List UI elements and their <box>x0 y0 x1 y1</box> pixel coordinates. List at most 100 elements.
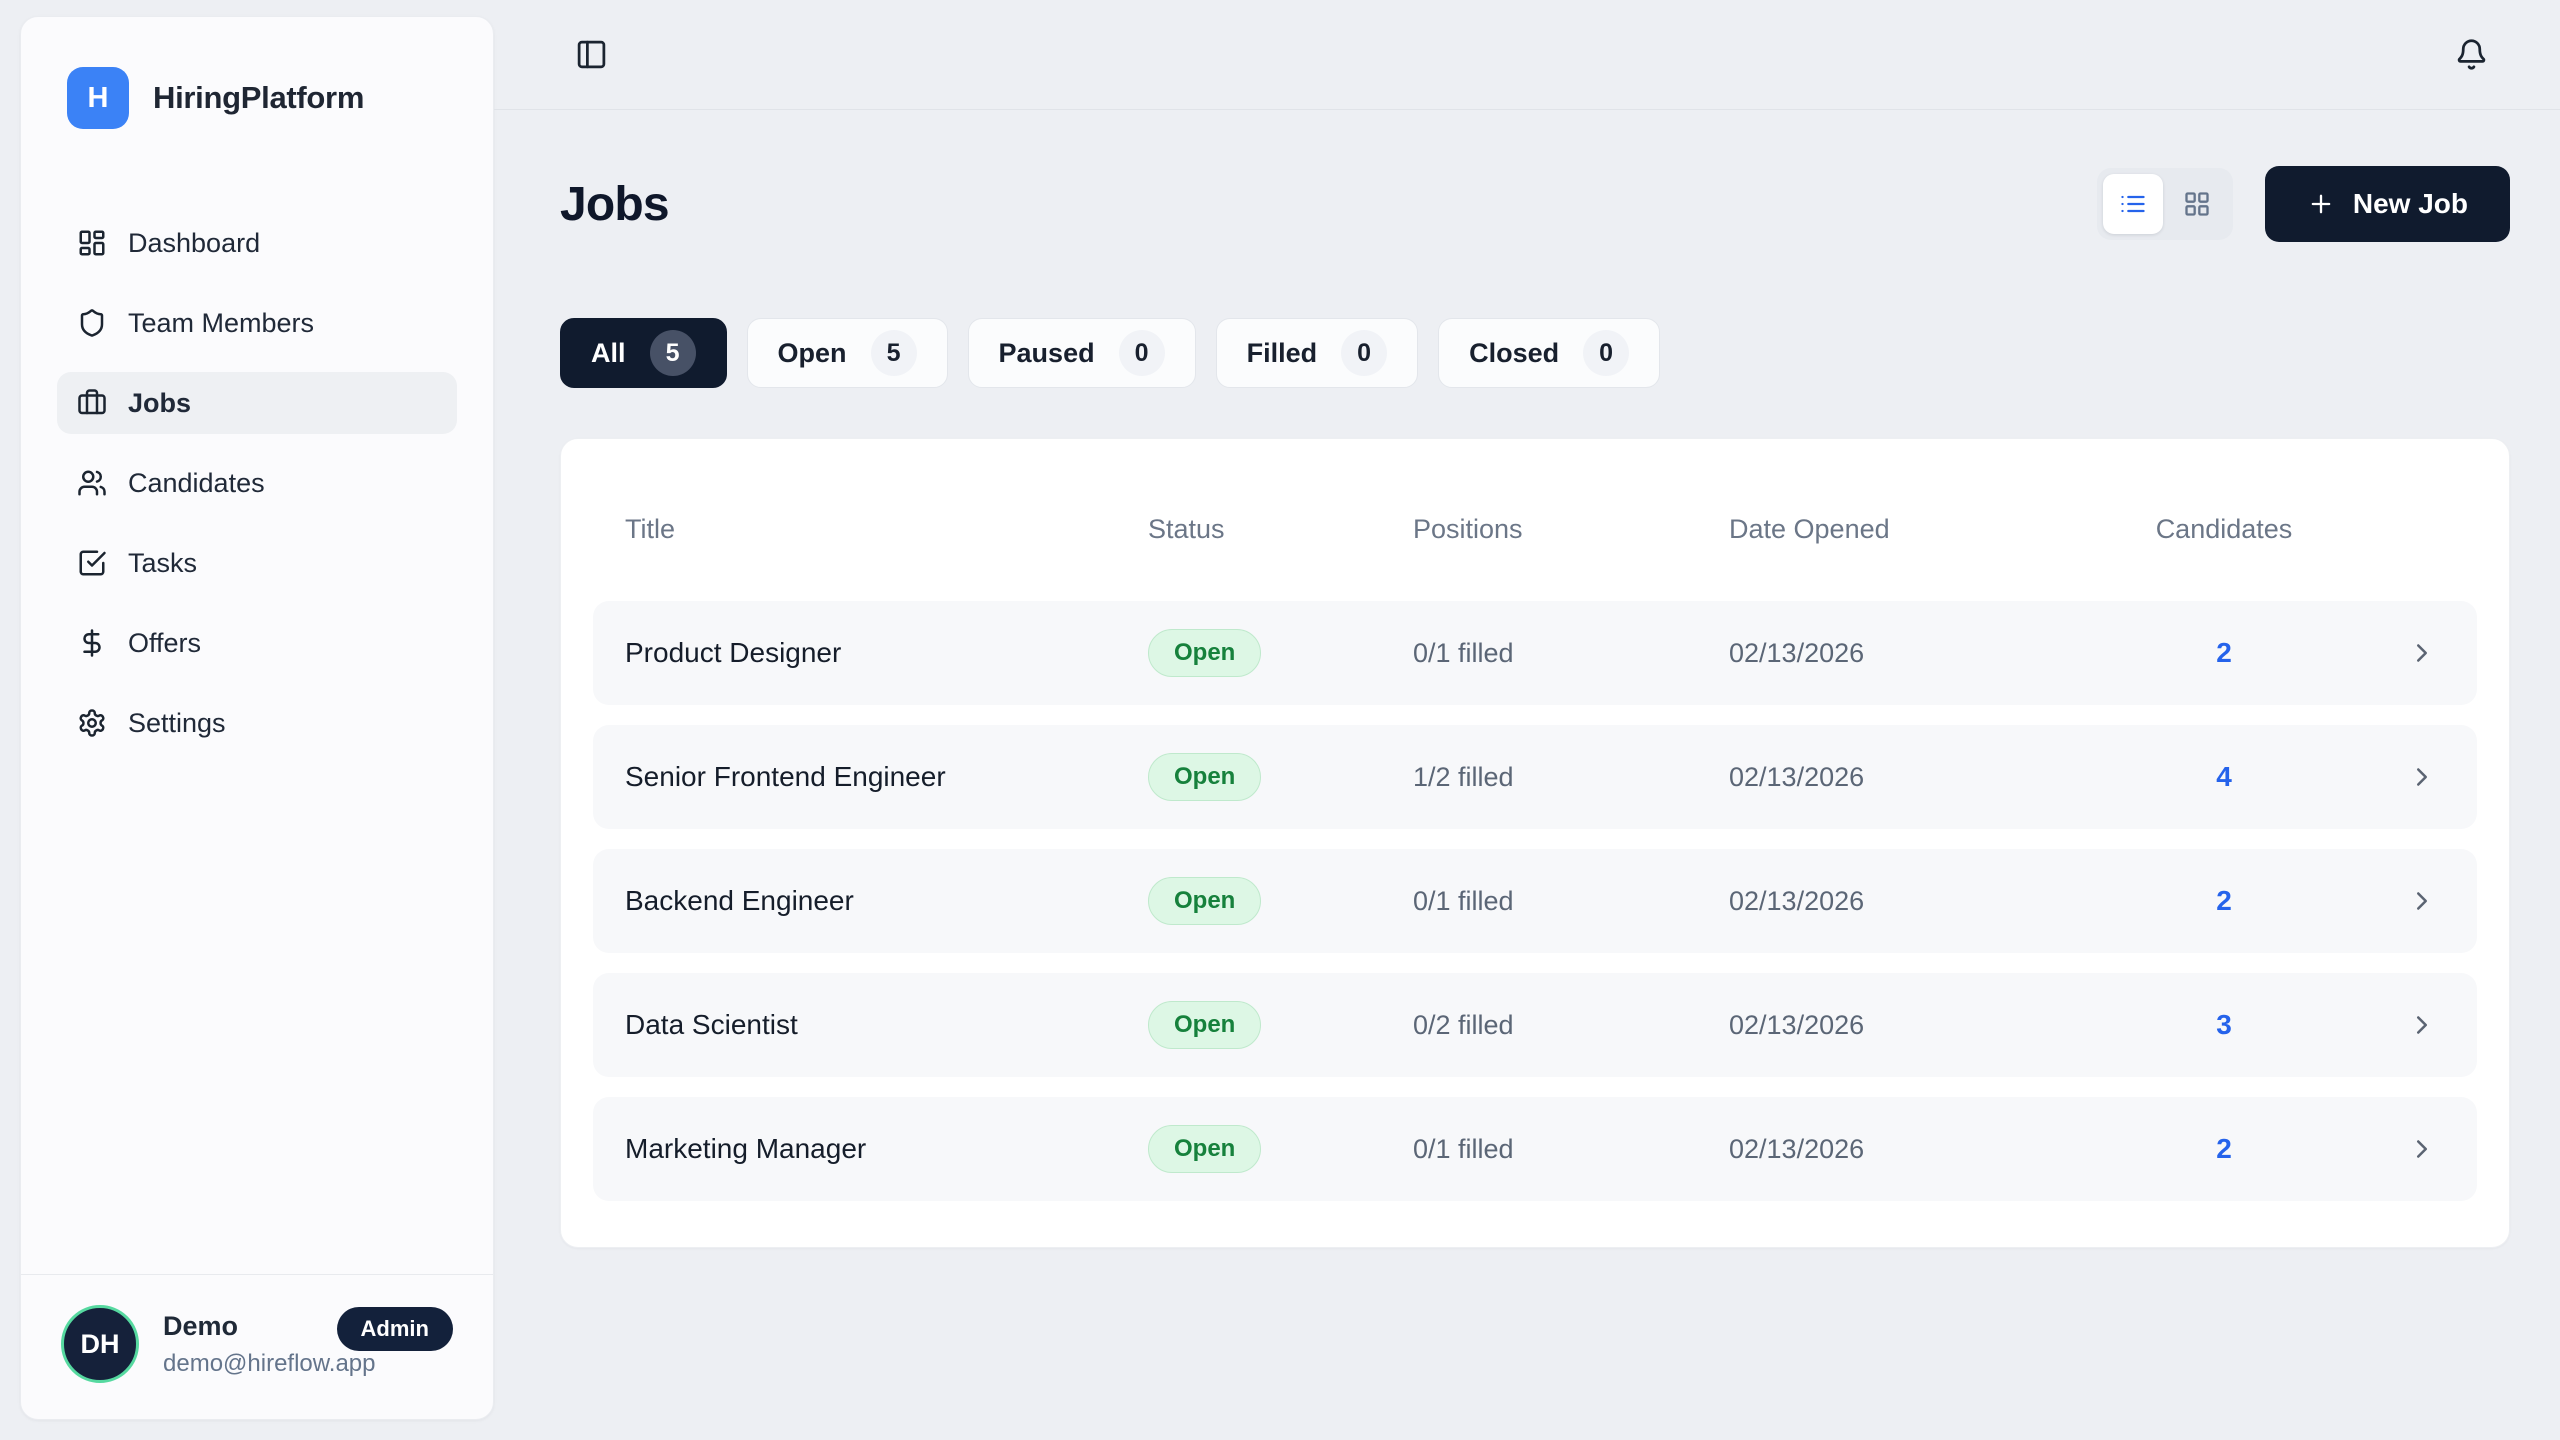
filter-tab-paused[interactable]: Paused 0 <box>967 318 1196 388</box>
positions-cell: 1/2 filled <box>1413 761 1514 792</box>
filter-tab-label: Open <box>777 337 847 368</box>
job-title: Senior Frontend Engineer <box>625 761 946 792</box>
filter-tab-closed[interactable]: Closed 0 <box>1438 318 1661 388</box>
briefcase-icon <box>78 389 106 415</box>
row-open-control[interactable] <box>2407 638 2437 668</box>
grid-view-icon <box>2185 192 2209 216</box>
date-opened-cell: 02/13/2026 <box>1729 1133 1865 1164</box>
row-open-control[interactable] <box>2407 1010 2437 1040</box>
list-view-button[interactable] <box>2102 174 2163 234</box>
sidebar-item-label: Offers <box>128 627 202 658</box>
filter-tab-label: Paused <box>998 337 1095 368</box>
sidebar-item-offers[interactable]: Offers <box>57 612 457 674</box>
avatar-initials: DH <box>80 1328 120 1359</box>
brand-logo: H <box>67 67 129 129</box>
sidebar-toggle-button[interactable] <box>575 38 608 71</box>
brand-name: HiringPlatform <box>153 80 365 115</box>
filter-tab-label: Closed <box>1469 337 1560 368</box>
table-row[interactable]: Marketing Manager Open 0/1 filled 02/13/… <box>593 1097 2477 1201</box>
filter-tab-count: 0 <box>1341 330 1388 376</box>
user-area[interactable]: DH Demo demo@hireflow.app Admin <box>21 1274 493 1419</box>
date-opened-cell: 02/13/2026 <box>1729 637 1865 668</box>
new-job-label: New Job <box>2352 188 2468 219</box>
candidates-count-link[interactable]: 2 <box>2216 885 2232 916</box>
sidebar-item-settings[interactable]: Settings <box>57 692 457 754</box>
new-job-button[interactable]: New Job <box>2264 166 2510 242</box>
positions-cell: 0/1 filled <box>1413 637 1514 668</box>
column-header-status: Status <box>1148 513 1225 544</box>
candidates-count-link[interactable]: 2 <box>2216 637 2232 668</box>
sidebar-item-candidates[interactable]: Candidates <box>57 452 457 514</box>
job-title: Data Scientist <box>625 1009 798 1040</box>
chevron-right-icon <box>2417 644 2427 662</box>
page-title: Jobs <box>560 177 670 231</box>
positions-cell: 0/2 filled <box>1413 1009 1514 1040</box>
user-info: Demo demo@hireflow.app <box>163 1310 376 1378</box>
sidebar-item-tasks[interactable]: Tasks <box>57 532 457 594</box>
date-opened-cell: 02/13/2026 <box>1729 885 1865 916</box>
status-badge: Open <box>1148 1001 1262 1049</box>
filter-tab-filled[interactable]: Filled 0 <box>1215 318 1419 388</box>
column-header-positions: Positions <box>1413 513 1523 544</box>
filter-tab-count: 5 <box>649 330 696 376</box>
chevron-right-icon <box>2417 1016 2427 1034</box>
sidebar-item-label: Settings <box>128 707 226 738</box>
status-badge: Open <box>1148 629 1262 677</box>
shield-icon <box>80 309 104 337</box>
chevron-right-icon <box>2417 1140 2427 1158</box>
panel-left-icon <box>577 40 606 69</box>
sidebar-item-label: Jobs <box>128 387 192 418</box>
main-area: Jobs New Job All 5 <box>494 0 2560 1440</box>
notifications-button[interactable] <box>2455 38 2488 71</box>
avatar: DH <box>61 1305 139 1383</box>
chevron-right-icon <box>2417 892 2427 910</box>
sidebar-item-dashboard[interactable]: Dashboard <box>57 212 457 274</box>
candidates-count-link[interactable]: 3 <box>2216 1009 2232 1040</box>
user-email: demo@hireflow.app <box>163 1349 376 1377</box>
candidates-count-link[interactable]: 4 <box>2216 761 2232 792</box>
sidebar-item-label: Tasks <box>128 547 198 578</box>
date-opened-cell: 02/13/2026 <box>1729 761 1865 792</box>
sidebar-item-jobs[interactable]: Jobs <box>57 372 457 434</box>
job-title: Marketing Manager <box>625 1133 867 1164</box>
grid-view-button[interactable] <box>2167 174 2227 234</box>
view-toggle <box>2096 168 2233 240</box>
sidebar-nav: Dashboard Team Members Jobs Candidates T… <box>21 212 493 754</box>
filter-tab-open[interactable]: Open 5 <box>746 318 948 388</box>
jobs-table-card: Title Status Positions Date Opened Candi… <box>560 438 2510 1248</box>
row-open-control[interactable] <box>2407 886 2437 916</box>
filter-tabs: All 5 Open 5 Paused 0 Filled 0 Closed 0 <box>560 318 2510 388</box>
candidates-count-link[interactable]: 2 <box>2216 1133 2232 1164</box>
date-opened-cell: 02/13/2026 <box>1729 1009 1865 1040</box>
user-name: Demo <box>163 1310 239 1341</box>
header-controls: New Job <box>2096 166 2510 242</box>
status-badge: Open <box>1148 753 1262 801</box>
dollar-icon <box>83 629 101 657</box>
sidebar-item-team-members[interactable]: Team Members <box>57 292 457 354</box>
table-row[interactable]: Data Scientist Open 0/2 filled 02/13/202… <box>593 973 2477 1077</box>
role-badge: Admin <box>336 1307 453 1351</box>
status-badge: Open <box>1148 1125 1262 1173</box>
job-title: Product Designer <box>625 637 842 668</box>
topbar <box>494 0 2560 110</box>
table-header: Title Status Positions Date Opened Candi… <box>593 495 2477 563</box>
job-title: Backend Engineer <box>625 885 854 916</box>
row-open-control[interactable] <box>2407 1134 2437 1164</box>
table-row[interactable]: Product Designer Open 0/1 filled 02/13/2… <box>593 601 2477 705</box>
gear-icon <box>79 709 105 737</box>
positions-cell: 0/1 filled <box>1413 1133 1514 1164</box>
status-badge: Open <box>1148 877 1262 925</box>
users-icon <box>78 470 106 496</box>
filter-tab-all[interactable]: All 5 <box>560 318 727 388</box>
plus-icon <box>2311 194 2331 214</box>
filter-tab-label: Filled <box>1246 337 1318 368</box>
brand-logo-letter: H <box>87 81 109 114</box>
list-view-icon <box>2121 195 2145 213</box>
chevron-right-icon <box>2417 768 2427 786</box>
column-header-date-opened: Date Opened <box>1729 513 1890 544</box>
row-open-control[interactable] <box>2407 762 2437 792</box>
filter-tab-count: 0 <box>1118 330 1165 376</box>
positions-cell: 0/1 filled <box>1413 885 1514 916</box>
table-row[interactable]: Senior Frontend Engineer Open 1/2 filled… <box>593 725 2477 829</box>
table-row[interactable]: Backend Engineer Open 0/1 filled 02/13/2… <box>593 849 2477 953</box>
